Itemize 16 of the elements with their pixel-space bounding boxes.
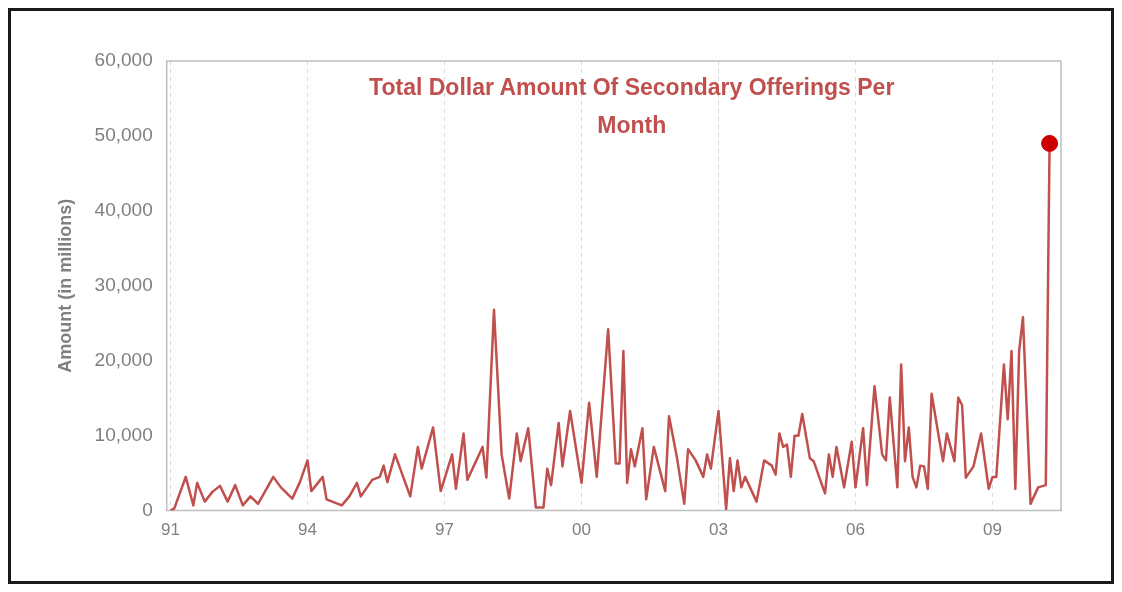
y-tick-label: 60,000 xyxy=(94,49,153,71)
y-tick-label: 20,000 xyxy=(94,348,153,370)
x-tick-label: 97 xyxy=(435,520,454,540)
y-tick-label: 40,000 xyxy=(94,199,153,221)
y-tick-label: 30,000 xyxy=(94,274,153,296)
y-tick-label: 10,000 xyxy=(94,423,153,445)
x-tick-label: 06 xyxy=(846,520,865,540)
x-tick-label: 03 xyxy=(709,520,728,540)
x-tick-label: 94 xyxy=(298,520,317,540)
x-tick-label: 00 xyxy=(572,520,591,540)
x-tick-label: 09 xyxy=(983,520,1002,540)
y-axis-title: Amount (in millions) xyxy=(54,198,75,373)
text: Total Dollar Amount Of Secondary Offerings Per Month xyxy=(369,73,895,138)
y-tick-label: 0 xyxy=(142,498,153,520)
x-tick-label: 91 xyxy=(161,520,180,540)
y-tick-label: 50,000 xyxy=(94,124,153,146)
